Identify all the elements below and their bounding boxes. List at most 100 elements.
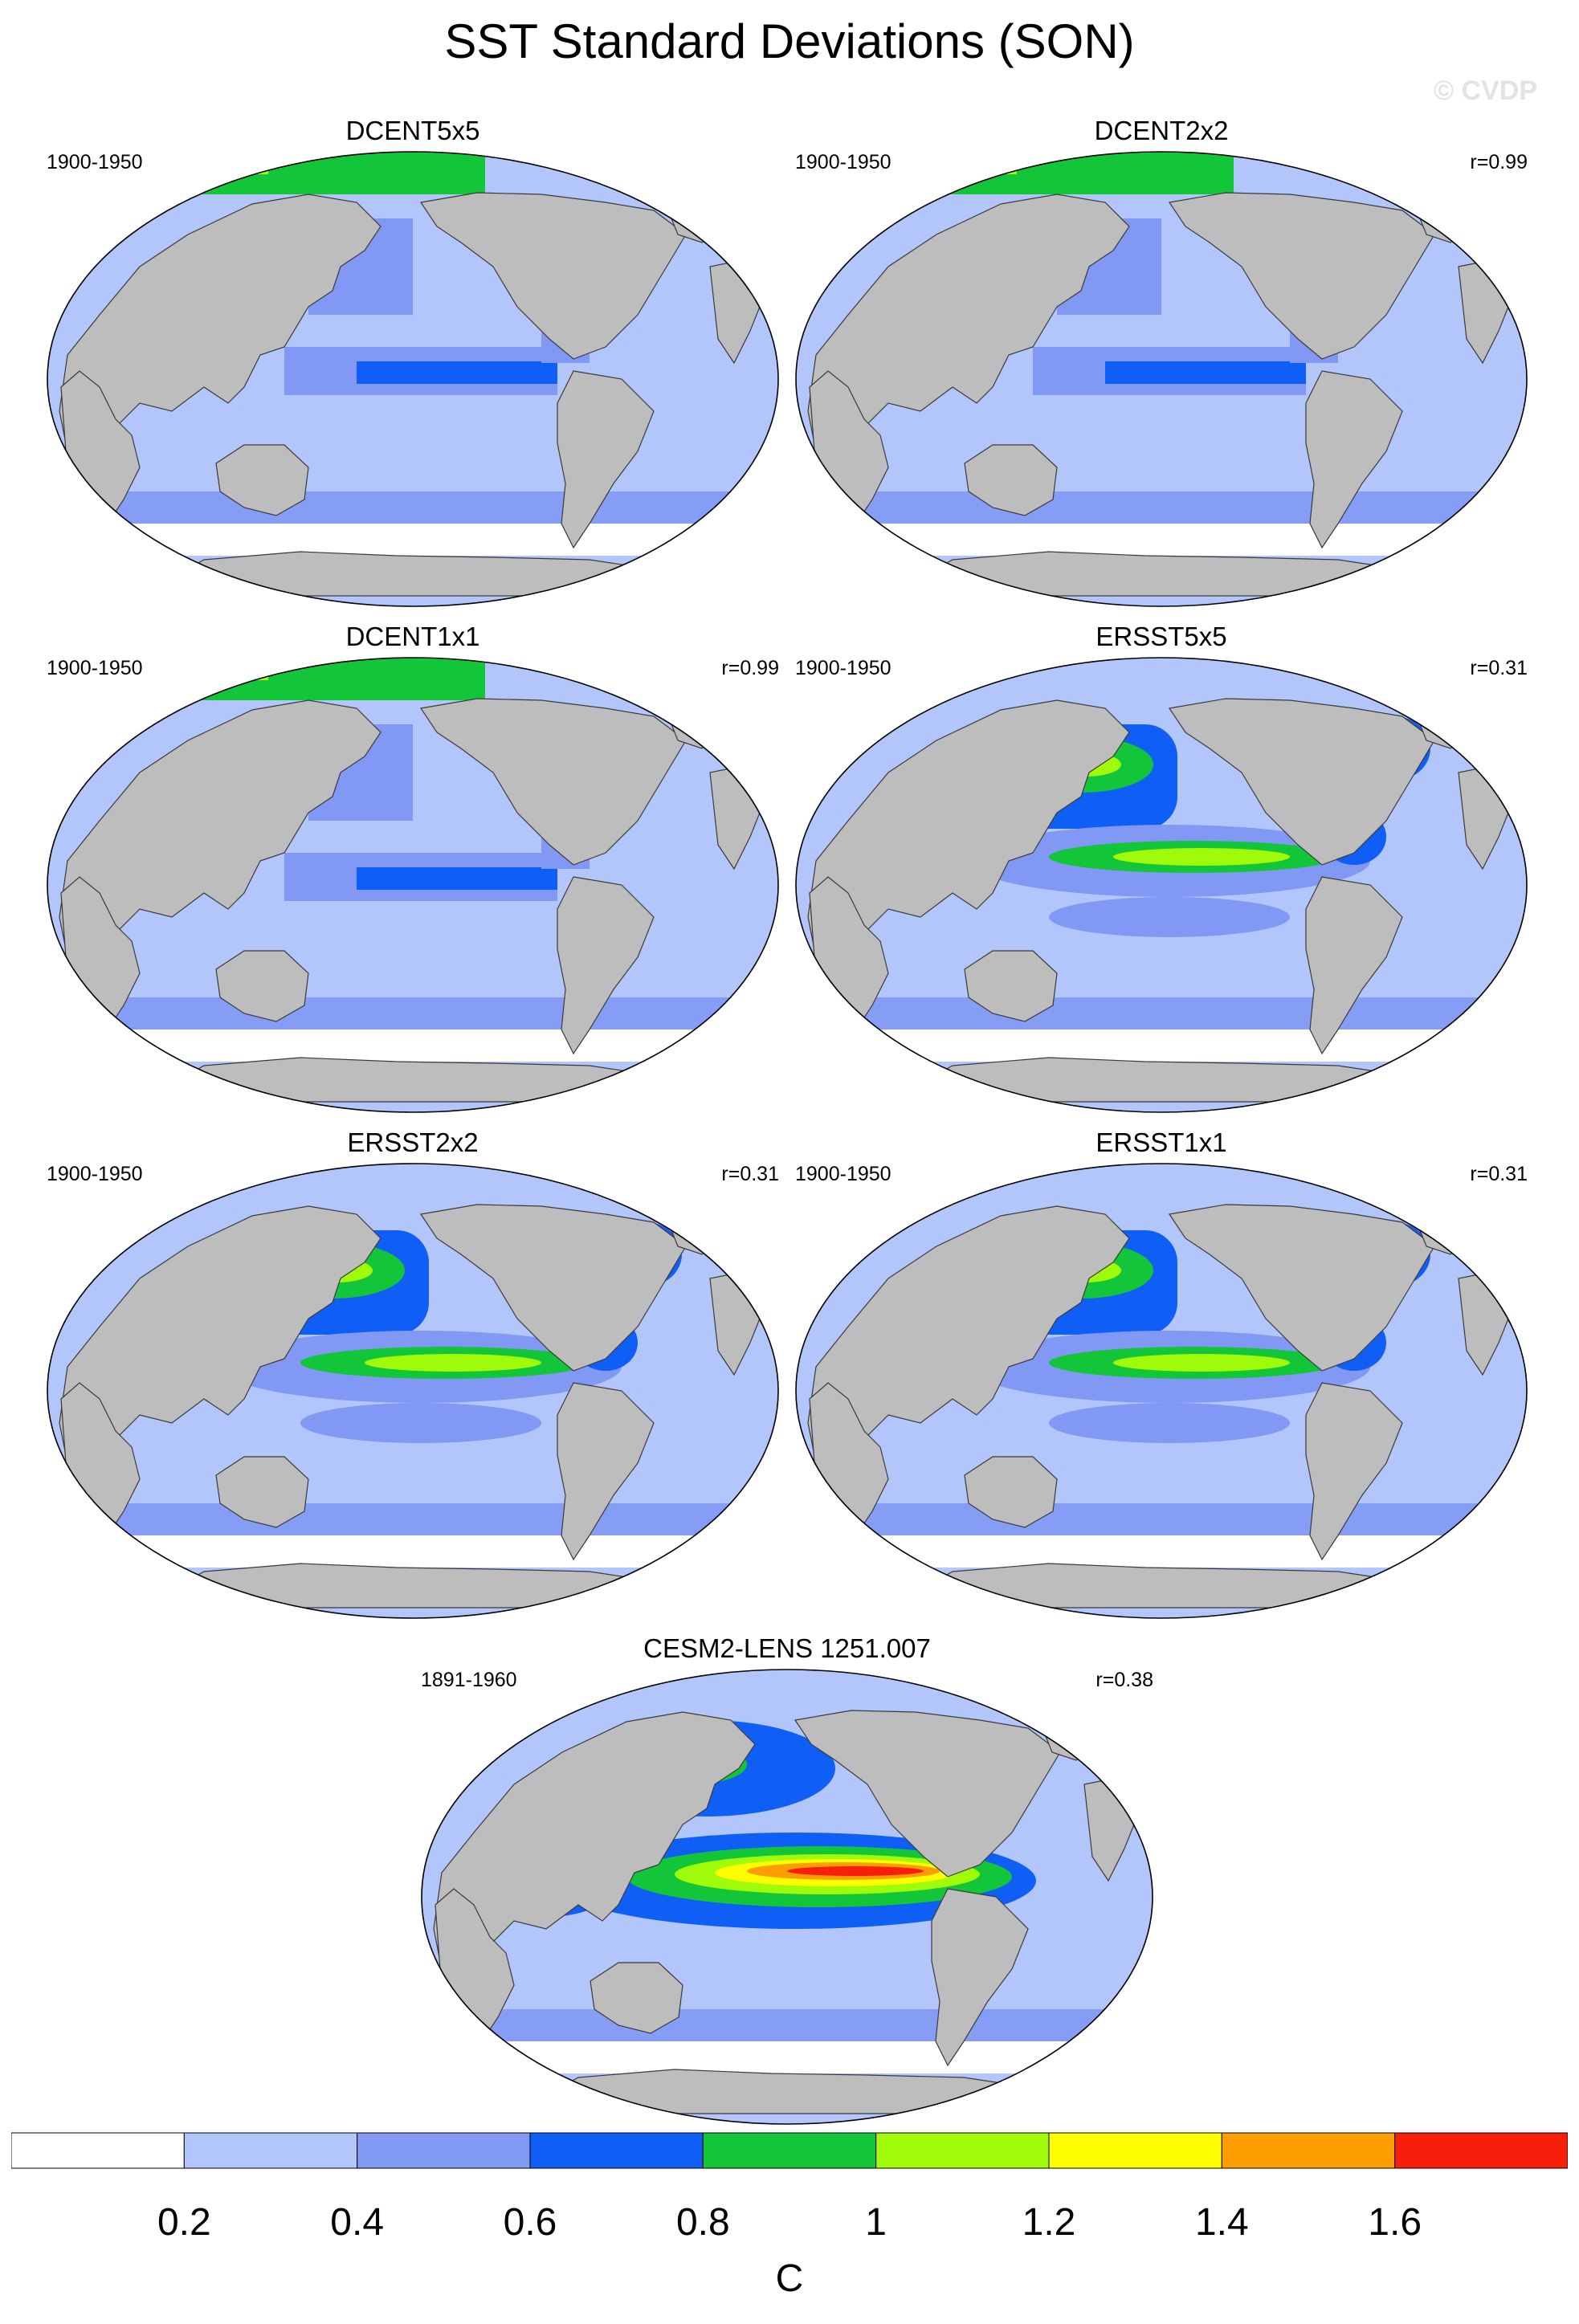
panel-correlation: r=0.38 xyxy=(1096,1669,1153,1691)
panel-correlation: r=0.31 xyxy=(1470,657,1528,679)
map-frame xyxy=(795,151,1528,607)
panel-correlation: r=0.31 xyxy=(1470,1163,1528,1185)
colorbar-tick-label: 1 xyxy=(865,2201,887,2244)
map-frame xyxy=(47,657,779,1113)
land-asia xyxy=(59,1205,381,1464)
colorbar-tick-label: 0.6 xyxy=(503,2201,557,2244)
panel-period: 1900-1950 xyxy=(47,151,143,173)
sst-map xyxy=(47,151,779,607)
arctic-band xyxy=(945,154,1017,174)
panel-ersst2x2: ERSST2x2 1900-1950 r=0.31 xyxy=(43,1129,782,1627)
land-north_america xyxy=(419,698,687,866)
land-north_america xyxy=(419,1204,687,1372)
map-frame xyxy=(795,657,1528,1113)
map-field xyxy=(47,1164,778,1618)
land-south_america xyxy=(931,1888,1029,2067)
land-south_america xyxy=(1305,1382,1403,1561)
panel-dcent5x5: DCENT5x5 1900-1950 xyxy=(43,117,782,615)
colorbar-swatch xyxy=(529,2132,704,2169)
panel-period: 1900-1950 xyxy=(795,657,892,679)
map-field xyxy=(422,1670,1153,2124)
colorbar-swatch xyxy=(1048,2132,1222,2169)
land-north_america xyxy=(419,192,687,360)
panel-title: DCENT1x1 xyxy=(345,622,480,651)
colorbar-tick-label: 0.2 xyxy=(157,2201,211,2244)
land-australia xyxy=(215,950,309,1022)
land-australia xyxy=(964,1456,1058,1528)
land-australia xyxy=(964,950,1058,1022)
colorbar-tick-label: 1.6 xyxy=(1368,2201,1422,2244)
land-south_america xyxy=(1305,876,1403,1055)
land-asia xyxy=(807,194,1130,452)
colorbar xyxy=(11,2132,1568,2169)
panel-title: ERSST2x2 xyxy=(347,1127,479,1157)
panel-title: DCENT2x2 xyxy=(1094,116,1229,145)
watermark: © CVDP xyxy=(1434,75,1537,106)
panel-title: DCENT5x5 xyxy=(345,116,480,145)
map-frame xyxy=(795,1163,1528,1619)
map-field xyxy=(796,658,1527,1112)
panel-title: CESM2-LENS 1251.007 xyxy=(643,1633,931,1663)
colorbar-swatch xyxy=(11,2132,185,2169)
panel-dcent2x2: DCENT2x2 1900-1950 r=0.99 xyxy=(792,117,1531,615)
land-australia xyxy=(964,444,1058,516)
south-pacific-patch xyxy=(300,1403,541,1443)
land-asia xyxy=(59,194,381,452)
panel-period: 1900-1950 xyxy=(795,151,892,173)
land-north_america xyxy=(1168,192,1435,360)
panel-dcent1x1: DCENT1x1 1900-1950 r=0.99 xyxy=(43,623,782,1121)
south-pacific-patch xyxy=(1049,1403,1290,1443)
colorbar-swatch xyxy=(1394,2132,1568,2169)
colorbar-unit: C xyxy=(775,2257,804,2300)
colorbar-tick-label: 1.4 xyxy=(1194,2201,1249,2244)
land-asia xyxy=(807,1205,1130,1464)
sst-map xyxy=(795,1163,1528,1619)
land-australia xyxy=(215,1456,309,1528)
land-south_america xyxy=(1305,370,1403,549)
arctic-band xyxy=(164,152,485,194)
tropical-pacific-core xyxy=(357,361,557,384)
tropical-pacific-core xyxy=(357,867,557,890)
colorbar-swatch xyxy=(357,2132,531,2169)
panel-period: 1900-1950 xyxy=(795,1163,892,1185)
colorbar-tick-label: 0.4 xyxy=(330,2201,385,2244)
colorbar-tick-label: 1.2 xyxy=(1022,2201,1076,2244)
land-south_america xyxy=(557,876,655,1055)
map-frame xyxy=(47,1163,779,1619)
sst-map xyxy=(47,657,779,1113)
colorbar-swatch xyxy=(183,2132,358,2169)
sst-map xyxy=(47,1163,779,1619)
panel-ersst1x1: ERSST1x1 1900-1950 r=0.31 xyxy=(792,1129,1531,1627)
map-field xyxy=(47,658,778,1112)
sst-map xyxy=(421,1669,1153,2125)
arctic-band xyxy=(912,152,1234,194)
panel-title: ERSST1x1 xyxy=(1096,1127,1227,1157)
panel-correlation: r=0.99 xyxy=(721,657,779,679)
map-frame xyxy=(421,1669,1153,2125)
panel-correlation: r=0.99 xyxy=(1470,151,1528,173)
panel-period: 1900-1950 xyxy=(47,1163,143,1185)
colorbar-swatch xyxy=(875,2132,1050,2169)
tropical-pacific-core xyxy=(1105,361,1306,384)
tropical-pacific-peak xyxy=(1113,1354,1290,1372)
map-field xyxy=(47,152,778,606)
colorbar-swatch xyxy=(1221,2132,1396,2169)
map-frame xyxy=(47,151,779,607)
sst-map xyxy=(795,657,1528,1113)
sst-map xyxy=(795,151,1528,607)
map-field xyxy=(796,152,1527,606)
panel-cesm2-lens: CESM2-LENS 1251.007 1891-1960 r=0.38 xyxy=(418,1635,1157,2133)
panel-ersst5x5: ERSST5x5 1900-1950 r=0.31 xyxy=(792,623,1531,1121)
map-field xyxy=(796,1164,1527,1618)
panel-title: ERSST5x5 xyxy=(1096,622,1227,651)
south-pacific-patch xyxy=(1049,897,1290,937)
land-north_america xyxy=(1168,1204,1435,1372)
arctic-band xyxy=(196,660,268,680)
land-south_america xyxy=(557,370,655,549)
land-asia xyxy=(433,1711,756,1970)
figure-title: SST Standard Deviations (SON) xyxy=(444,14,1135,68)
tropical-pacific-peak xyxy=(1113,848,1290,866)
land-north_america xyxy=(1168,698,1435,866)
land-australia xyxy=(215,444,309,516)
land-australia xyxy=(590,1962,683,2034)
